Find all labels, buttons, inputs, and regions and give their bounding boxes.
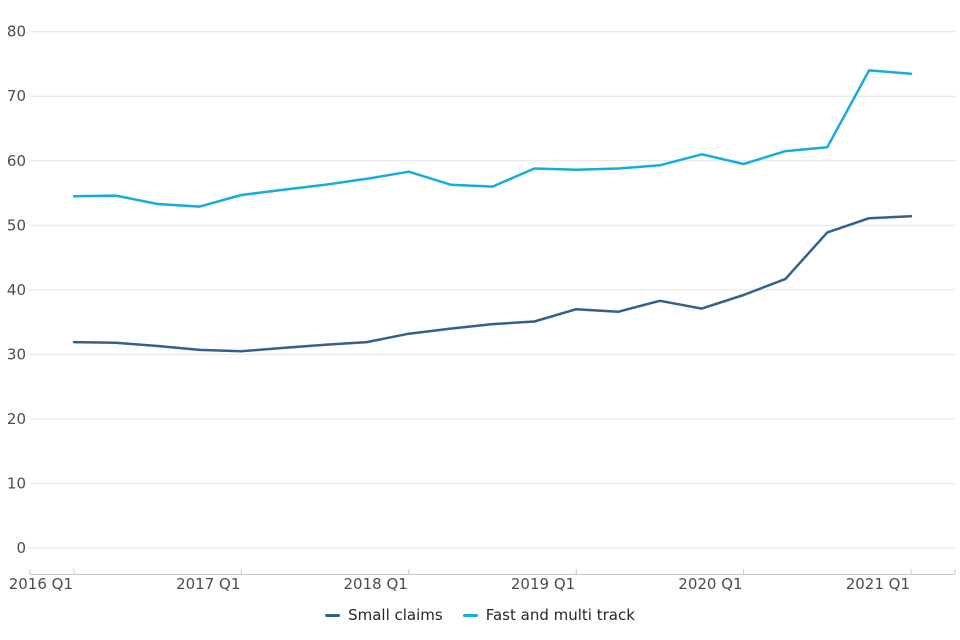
legend: Small claims Fast and multi track [0, 608, 960, 623]
x-axis-tick-label: 2017 Q1 [176, 575, 240, 593]
x-axis-tick-label: 2016 Q1 [9, 575, 73, 593]
y-axis-tick-label: 40 [7, 281, 26, 299]
y-axis-tick-label: 50 [7, 216, 26, 234]
y-axis-tick-label: 0 [16, 539, 26, 557]
legend-line-swatch-fast-and-multi-track [462, 614, 478, 617]
legend-label-small-claims: Small claims [348, 606, 443, 624]
y-axis-tick-label: 10 [7, 474, 26, 492]
series-line-small-claims [72, 215, 913, 353]
x-axis-tick-label: 2018 Q1 [344, 575, 408, 593]
y-axis-tick-label: 30 [7, 345, 26, 363]
y-axis-tick-label: 20 [7, 410, 26, 428]
y-axis-tick-label: 70 [7, 87, 26, 105]
series-line-fast-and-multi-track [72, 69, 913, 208]
legend-item-fast-and-multi-track: Fast and multi track [462, 606, 635, 624]
y-axis-tick-label: 60 [7, 152, 26, 170]
legend-item-small-claims: Small claims [325, 608, 443, 623]
y-axis-tick-label: 80 [7, 23, 26, 41]
x-axis-tick-label: 2020 Q1 [678, 575, 742, 593]
x-axis-tick-label: 2019 Q1 [511, 575, 575, 593]
legend-label-fast-and-multi-track: Fast and multi track [485, 606, 635, 624]
x-axis-tick-label: 2021 Q1 [846, 575, 910, 593]
legend-line-swatch-small-claims [325, 614, 341, 617]
